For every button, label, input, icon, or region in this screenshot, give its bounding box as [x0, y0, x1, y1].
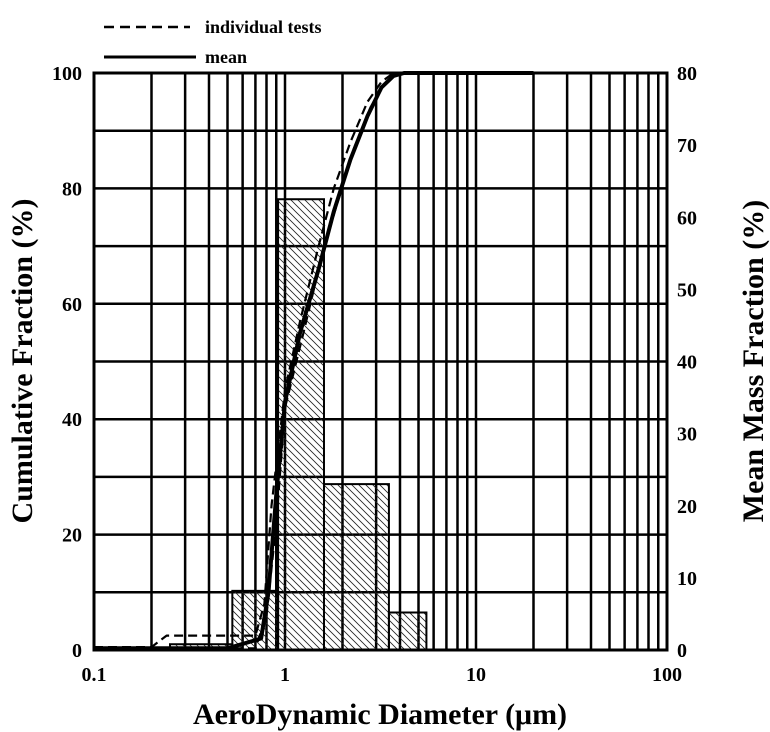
y2-tick-label: 0: [677, 640, 687, 662]
y2-axis-title: Mean Mass Fraction (%): [737, 200, 770, 522]
legend-label-individual-tests: individual tests: [205, 17, 322, 37]
y-tick-label: 100: [52, 63, 82, 85]
y2-tick-label: 70: [677, 135, 697, 157]
x-axis-title: AeroDynamic Diameter (μm): [193, 698, 567, 731]
y-tick-label: 0: [72, 640, 82, 662]
y2-tick-label: 50: [677, 279, 697, 301]
y2-tick-label: 60: [677, 207, 697, 229]
y-tick-label: 60: [62, 294, 82, 316]
series-line-individual-test: [94, 71, 534, 649]
y-tick-label: 40: [62, 409, 82, 431]
x-tick-label: 10: [466, 664, 486, 686]
legend: individual tests mean: [104, 17, 322, 67]
legend-label-mean: mean: [205, 47, 247, 67]
histogram-bar: [322, 483, 390, 651]
plot-frame: [92, 71, 669, 652]
y-tick-label: 20: [62, 525, 82, 547]
y2-tick-label: 80: [677, 63, 697, 85]
y2-tick-label: 40: [677, 352, 697, 374]
y2-tick-label: 30: [677, 424, 697, 446]
y2-tick-label: 10: [677, 568, 697, 590]
x-tick-label: 100: [652, 664, 682, 686]
y-axis-title: Cumulative Fraction (%): [6, 199, 39, 524]
y-tick-label: 80: [62, 178, 82, 200]
y2-tick-label: 20: [677, 496, 697, 518]
x-tick-label: 0.1: [82, 664, 107, 686]
x-tick-label: 1: [280, 664, 290, 686]
histogram-bar: [277, 198, 325, 651]
histogram-bar: [387, 611, 428, 651]
